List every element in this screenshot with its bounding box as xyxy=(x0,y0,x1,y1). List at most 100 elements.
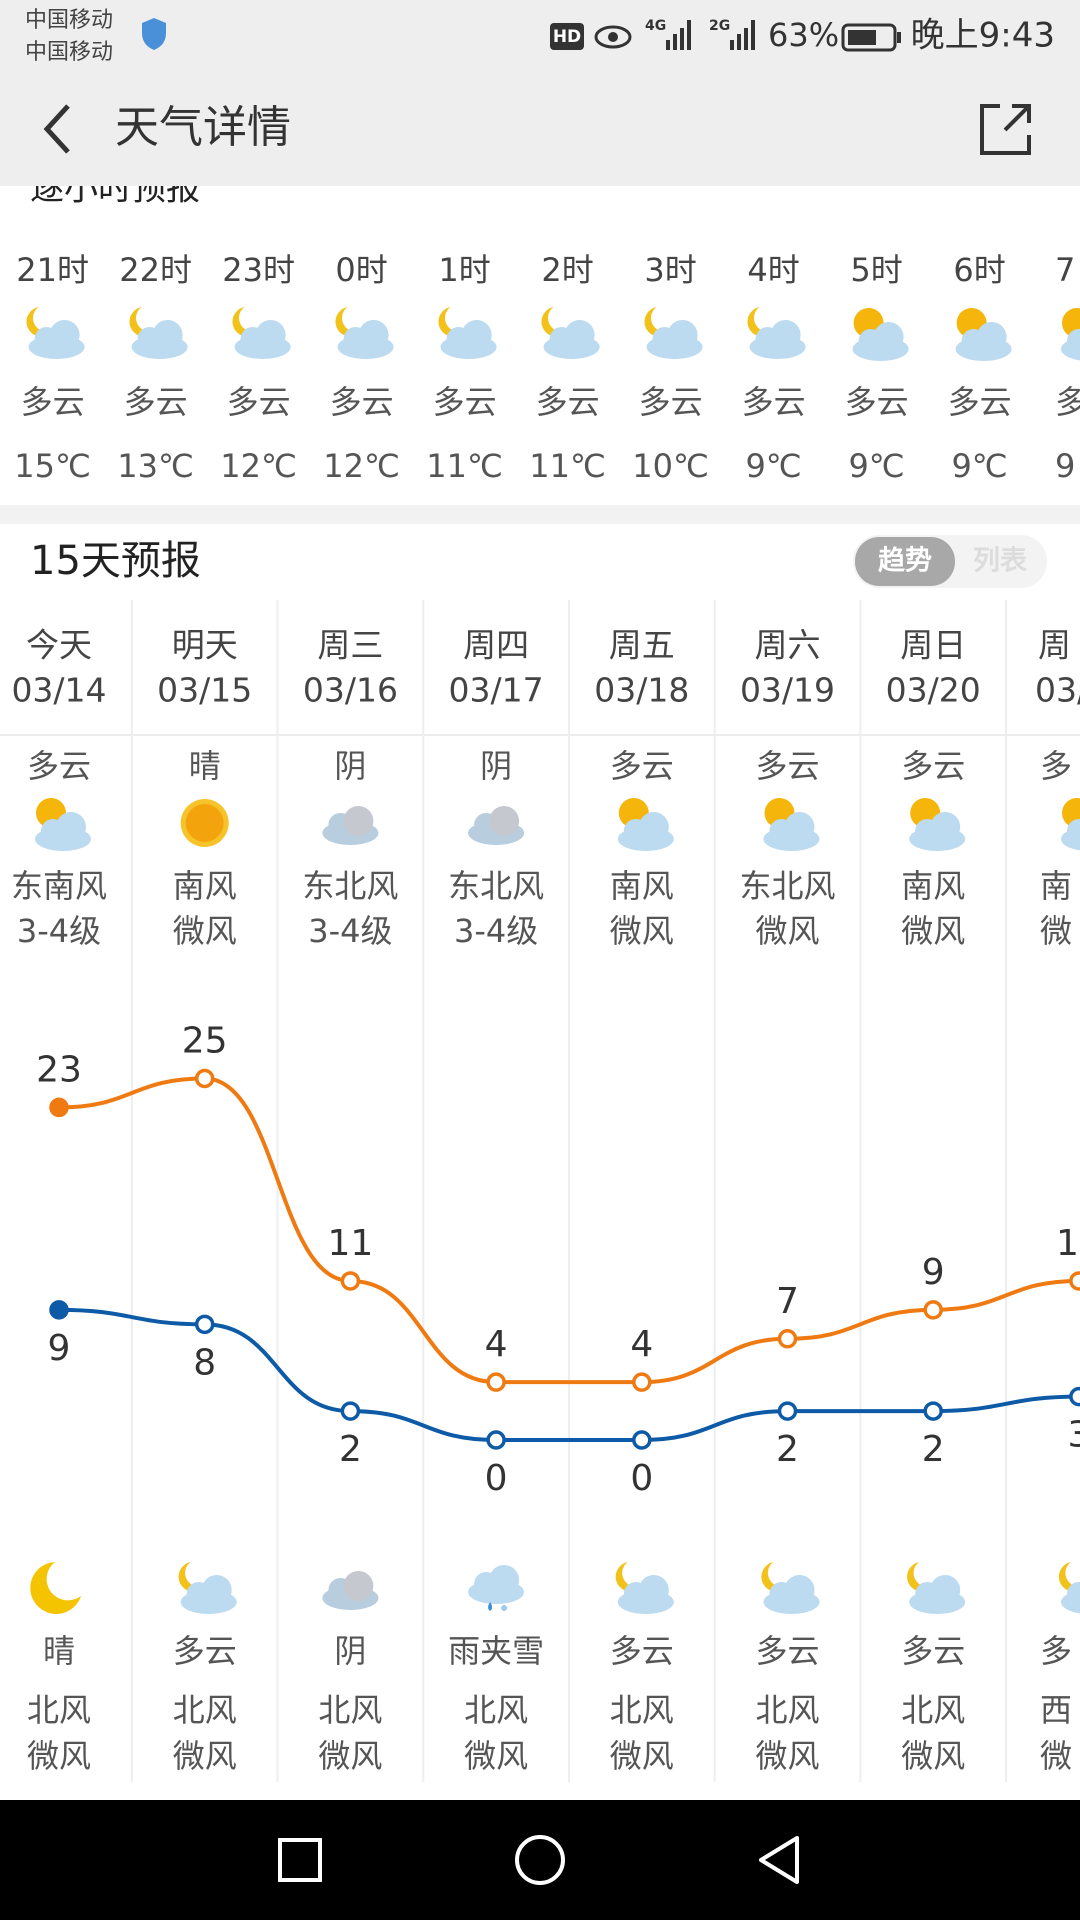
night-wind: 西 xyxy=(1040,1691,1072,1729)
hour-time: 5时 xyxy=(850,251,902,289)
low-temp-label: 8 xyxy=(193,1342,216,1383)
hour-time: 22时 xyxy=(119,251,192,289)
hour-weather: 多云 xyxy=(742,383,806,421)
day-wind: 东北风 xyxy=(739,867,835,905)
low-temp-label: 2 xyxy=(776,1429,799,1470)
low-temp-point xyxy=(49,1300,69,1320)
night-weather: 多 xyxy=(1040,1632,1072,1670)
signal-icon xyxy=(730,20,755,50)
day-weekday: 周五 xyxy=(609,626,675,665)
night-weather: 多云 xyxy=(173,1632,237,1670)
low-temp-point xyxy=(486,1430,506,1450)
day-wind-level: 3-4级 xyxy=(454,912,538,950)
hour-time: 0时 xyxy=(335,251,387,289)
night-weather: 阴 xyxy=(334,1632,366,1670)
night-wind-level: 微风 xyxy=(318,1737,382,1775)
hour-time: 4时 xyxy=(747,251,799,289)
night-wind-level: 微风 xyxy=(610,1737,674,1775)
hour-temp: 12℃ xyxy=(220,447,297,485)
high-temp-label: 11 xyxy=(1056,1223,1080,1264)
night-wind: 北风 xyxy=(173,1691,237,1729)
day-date: 03/17 xyxy=(449,671,544,710)
day-date: 03/14 xyxy=(11,671,106,710)
high-temp-point xyxy=(486,1372,506,1392)
low-temp-point xyxy=(340,1401,361,1421)
nav-home[interactable] xyxy=(515,1835,565,1885)
day-weather: 阴 xyxy=(334,747,366,785)
daily-title: 15天预报 xyxy=(30,538,201,584)
day-wind: 南风 xyxy=(173,867,237,905)
high-temp-label: 25 xyxy=(182,1021,228,1062)
day-date: 03/20 xyxy=(886,671,981,710)
low-temp-label: 0 xyxy=(485,1458,508,1499)
night-weather: 多云 xyxy=(901,1632,965,1670)
day-wind-level: 3-4级 xyxy=(308,912,392,950)
page-title: 天气详情 xyxy=(115,102,291,153)
high-temp-point xyxy=(923,1300,943,1320)
night-weather: 多云 xyxy=(755,1632,819,1670)
hour-weather: 多云 xyxy=(124,383,188,421)
day-wind: 东南风 xyxy=(11,867,107,905)
night-wind: 北风 xyxy=(901,1691,965,1729)
high-temp-point xyxy=(632,1372,652,1392)
low-temp-point xyxy=(777,1401,798,1421)
hour-time: 2时 xyxy=(541,251,593,289)
shield-icon xyxy=(142,18,166,50)
hour-temp: 11℃ xyxy=(426,447,503,485)
day-weather: 多云 xyxy=(610,747,674,785)
high-temp-point xyxy=(1069,1271,1080,1291)
high-temp-label: 9 xyxy=(922,1252,945,1293)
hour-weather: 多云 xyxy=(536,383,600,421)
day-weather: 多云 xyxy=(755,747,819,785)
night-wind: 北风 xyxy=(610,1691,674,1729)
net-label: 2G xyxy=(709,18,730,34)
carrier: 中国移动 xyxy=(25,8,113,33)
night-weather: 多云 xyxy=(610,1632,674,1670)
high-temp-point xyxy=(194,1068,215,1089)
high-temp-line xyxy=(58,1076,1079,1385)
low-temp-label: 3 xyxy=(1067,1415,1080,1456)
content: 逐小时预报 15天预报 趋势 列表 21时多云15℃22时多云13℃23时多云1… xyxy=(0,169,1080,1800)
day-weekday: 明天 xyxy=(172,626,238,665)
day-date: 03/16 xyxy=(303,671,398,710)
day-weather: 多云 xyxy=(27,747,91,785)
night-wind: 北风 xyxy=(27,1691,91,1729)
night-wind-level: 微风 xyxy=(173,1737,237,1775)
night-wind: 北风 xyxy=(755,1691,819,1729)
low-temp-label: 0 xyxy=(630,1458,653,1499)
toggle-list[interactable]: 列表 xyxy=(973,546,1027,577)
night-wind: 北风 xyxy=(318,1691,382,1729)
day-wind-level: 3-4级 xyxy=(17,912,101,950)
day-wind: 南风 xyxy=(901,867,965,905)
day-weekday: 周三 xyxy=(317,626,383,665)
hour-temp: 10℃ xyxy=(632,447,709,485)
share-button[interactable] xyxy=(980,104,1031,155)
toggle-trend[interactable]: 趋势 xyxy=(878,546,932,577)
hour-temp: 15℃ xyxy=(14,447,91,485)
day-weekday: 周六 xyxy=(755,626,821,665)
nav-back[interactable] xyxy=(759,1836,799,1884)
low-temp-point xyxy=(923,1401,943,1421)
toggle-active[interactable] xyxy=(855,537,955,586)
low-temp-point xyxy=(632,1430,652,1450)
carrier: 中国移动 xyxy=(25,40,113,65)
hour-time: 21时 xyxy=(16,251,89,289)
eye-icon xyxy=(594,25,632,49)
day-weekday: 今天 xyxy=(26,626,92,665)
day-wind-level: 微风 xyxy=(173,912,237,950)
night-wind: 北风 xyxy=(464,1691,528,1729)
hour-time: 3时 xyxy=(644,251,696,289)
night-wind-level: 微风 xyxy=(464,1737,528,1775)
day-wind-level: 微风 xyxy=(755,912,819,950)
high-temp-label: 7 xyxy=(776,1281,799,1322)
nav-recents[interactable] xyxy=(278,1838,322,1882)
battery-percent: 63% xyxy=(768,16,839,54)
net-label: 4G xyxy=(645,18,666,34)
day-icon xyxy=(180,799,229,847)
day-wind-level: 微风 xyxy=(901,912,965,950)
hour-weather: 多云 xyxy=(433,383,497,421)
night-wind-level: 微风 xyxy=(27,1737,91,1775)
back-button[interactable] xyxy=(43,104,70,154)
